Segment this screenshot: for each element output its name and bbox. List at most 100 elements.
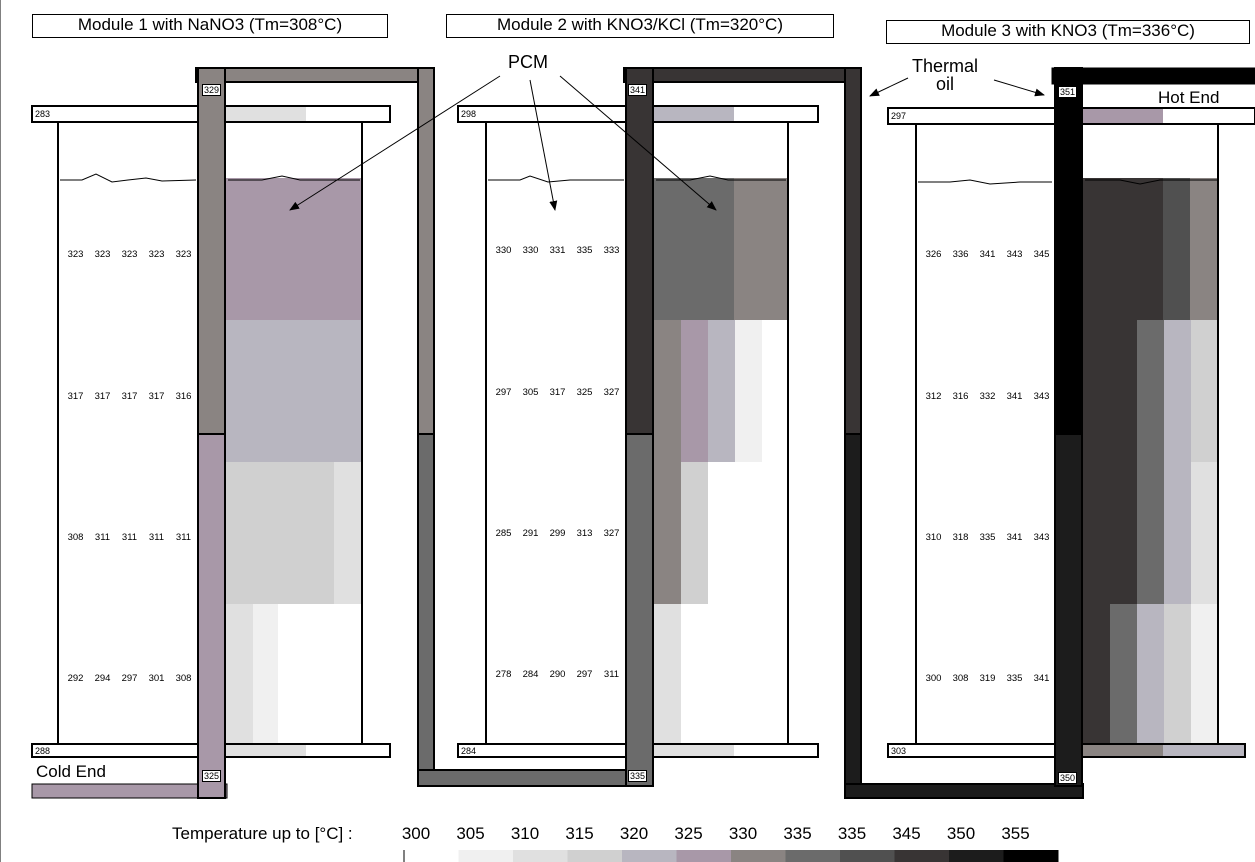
temperature-reading: 317 (549, 387, 566, 398)
temperature-reading: 311 (94, 532, 111, 543)
temperature-reading: 335 (576, 245, 593, 256)
m3-plate-top: 297 (891, 111, 907, 121)
temperature-reading: 278 (495, 669, 512, 680)
m1-pcm-r3 (226, 462, 334, 604)
cold-end-label: Cold End (36, 762, 106, 781)
temperature-reading: 341 (1033, 673, 1050, 684)
temperature-reading: 284 (522, 669, 539, 680)
temperature-reading: 317 (94, 391, 111, 402)
temperature-reading: 325 (576, 387, 593, 398)
oil-pipe-inlet-module3 (1051, 67, 1255, 85)
temperature-reading: 311 (148, 532, 165, 543)
module3-reading-row: 300 308 319 335 341 (920, 673, 1055, 684)
temperature-reading: 323 (121, 249, 138, 260)
legend-color-bar (403, 850, 1059, 862)
module2-reading-row: 285 291 299 313 327 (490, 528, 625, 539)
module-2-title: Module 2 with KNO3/KCl (Tm=320°C) (446, 14, 834, 38)
legend-tick-label: 300 (401, 824, 431, 843)
m1-botplate-gray (226, 744, 306, 757)
m2-plate-top: 298 (461, 109, 477, 119)
temperature-reading: 297 (495, 387, 512, 398)
module3-reading-row: 326 336 341 343 345 (920, 249, 1055, 260)
temperature-reading: 317 (121, 391, 138, 402)
module2-reading-row: 297 305 317 325 327 (490, 387, 625, 398)
module1-reading-row: 308 311 311 311 311 (62, 532, 197, 543)
temperature-reading: 292 (67, 673, 84, 684)
temperature-reading: 313 (576, 528, 593, 539)
legend-swatch (622, 850, 677, 862)
module1-reading-row: 292 294 297 301 308 (62, 673, 197, 684)
module-3 (887, 67, 1255, 787)
m1-pcm-r4a (226, 604, 253, 744)
module-2 (457, 67, 819, 787)
thermal-oil-arrows (869, 77, 1045, 97)
legend-swatch (1003, 850, 1059, 862)
temperature-reading: 341 (1006, 391, 1023, 402)
temperature-reading: 297 (121, 673, 138, 684)
oil-pipe-2-to-3 (623, 67, 1084, 799)
m1-pcm-r2 (226, 320, 361, 462)
temperature-reading: 318 (952, 532, 969, 543)
legend-tick-label: 310 (510, 824, 540, 843)
m3-plate-bottom: 303 (891, 746, 907, 756)
oil-pipe-outlet-module1 (31, 783, 228, 799)
temperature-reading: 323 (67, 249, 84, 260)
temperature-reading: 343 (1033, 391, 1050, 402)
temperature-reading: 311 (121, 532, 138, 543)
temperature-reading: 317 (148, 391, 165, 402)
legend-tick-label: 315 (565, 824, 594, 843)
legend-swatch (840, 850, 895, 862)
m1-topplate-gray (226, 106, 306, 122)
temperature-reading: 316 (175, 391, 192, 402)
m2-plate-bottom: 284 (461, 746, 477, 756)
m1-pcm-r1 (226, 178, 361, 320)
m1-plate-bottom: 288 (35, 746, 51, 756)
temperature-reading: 327 (603, 528, 620, 539)
module-3-title: Module 3 with KNO3 (Tm=336°C) (886, 20, 1250, 44)
module2-reading-row: 330 330 331 335 333 (490, 245, 625, 256)
temperature-reading: 311 (175, 532, 192, 543)
temperature-reading: 285 (495, 528, 512, 539)
temperature-reading: 290 (549, 669, 566, 680)
module2-reading-row: 278 284 290 297 311 (490, 669, 625, 680)
m1-pcm-r4b (253, 604, 278, 744)
legend-tick-label: 355 (1001, 824, 1030, 843)
temperature-reading: 319 (979, 673, 996, 684)
legend-swatch (404, 850, 459, 862)
temperature-reading: 333 (603, 245, 620, 256)
temperature-reading: 331 (549, 245, 566, 256)
module3-reading-row: 312 316 332 341 343 (920, 391, 1055, 402)
temperature-reading: 301 (148, 673, 165, 684)
temperature-reading: 345 (1033, 249, 1050, 260)
module1-reading-row: 317 317 317 317 316 (62, 391, 197, 402)
legend-swatch (785, 850, 841, 862)
temperature-reading: 308 (67, 532, 84, 543)
legend-tick-label: 350 (946, 824, 976, 843)
temperature-reading: 312 (925, 391, 942, 402)
legend-tick-label: 345 (892, 824, 921, 843)
legend-tick-label: 305 (456, 824, 485, 843)
m1-oil-in: 329 (202, 84, 222, 96)
temperature-reading: 311 (603, 669, 620, 680)
m1-oil-out: 325 (202, 770, 222, 782)
m3-oil-in: 351 (1058, 86, 1078, 98)
temperature-reading: 335 (1006, 673, 1023, 684)
legend-swatch (567, 850, 623, 862)
temperature-reading: 341 (1006, 532, 1023, 543)
oil-pipe-1-to-2 (195, 67, 654, 787)
temperature-reading: 336 (952, 249, 969, 260)
thermal-oil-label-line1: Thermal (911, 56, 978, 76)
temperature-reading: 308 (952, 673, 969, 684)
temperature-reading: 332 (979, 391, 996, 402)
pcm-label: PCM (508, 52, 548, 72)
temperature-reading: 343 (1006, 249, 1023, 260)
thermal-oil-label-line2: oil (935, 74, 954, 94)
m2-oil-out: 335 (628, 770, 648, 782)
temperature-reading: 323 (94, 249, 111, 260)
module-1 (31, 67, 391, 799)
module-1-title: Module 1 with NaNO3 (Tm=308°C) (32, 14, 388, 38)
temperature-reading: 317 (67, 391, 84, 402)
pcm-arrows (289, 75, 717, 211)
temperature-reading: 335 (979, 532, 996, 543)
